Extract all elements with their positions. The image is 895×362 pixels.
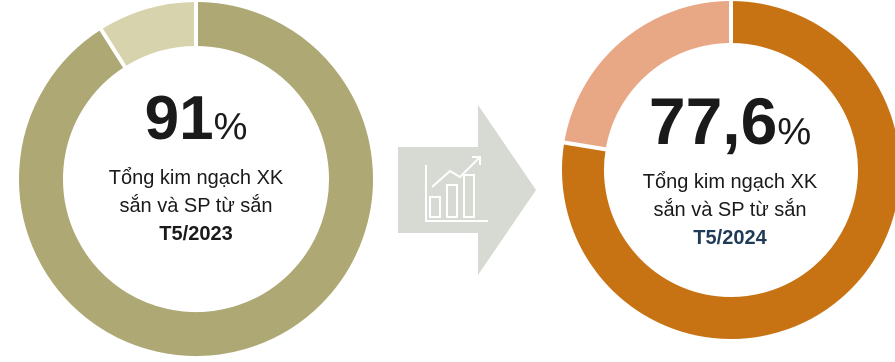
donut-slice-1 (564, 1, 732, 150)
donut-chart-2023 (19, 1, 373, 356)
description: Tổng kim ngạch XK sắn và SP từ sắn (76, 164, 316, 220)
description-line-1: Tổng kim ngạch XK (108, 167, 284, 189)
percentage-value: 77,6 (648, 84, 778, 158)
description: Tổng kim ngạch XK sắn và SP từ sắn (610, 168, 850, 224)
bar-chart-growth-icon (425, 156, 488, 222)
period-label: T5/2023 (159, 223, 233, 245)
donut-chart-2024 (562, 0, 895, 339)
description-line-2: sắn và SP từ sắn (119, 195, 273, 217)
percentage-unit: % (777, 111, 812, 153)
percentage-label: 77,6% (610, 88, 850, 154)
percentage-unit: % (213, 106, 248, 148)
description-line-1: Tổng kim ngạch XK (642, 171, 818, 193)
slice-separator-1 (98, 27, 127, 69)
slice-separator-1 (562, 140, 608, 152)
donut-slice-0 (19, 2, 373, 356)
percentage-label: 91% (76, 88, 316, 150)
donut-slice-0 (562, 1, 895, 339)
arrow-shape (398, 105, 536, 275)
percentage-value: 91 (144, 84, 214, 153)
arrow-right-icon (398, 105, 536, 275)
donut-center-2023: 91% Tổng kim ngạch XK sắn và SP từ sắn T… (76, 88, 316, 248)
description-line-2: sắn và SP từ sắn (653, 199, 807, 221)
donut-slice-1 (101, 2, 197, 68)
period-label: T5/2024 (693, 227, 767, 249)
donut-center-2024: 77,6% Tổng kim ngạch XK sắn và SP từ sắn… (610, 88, 850, 252)
